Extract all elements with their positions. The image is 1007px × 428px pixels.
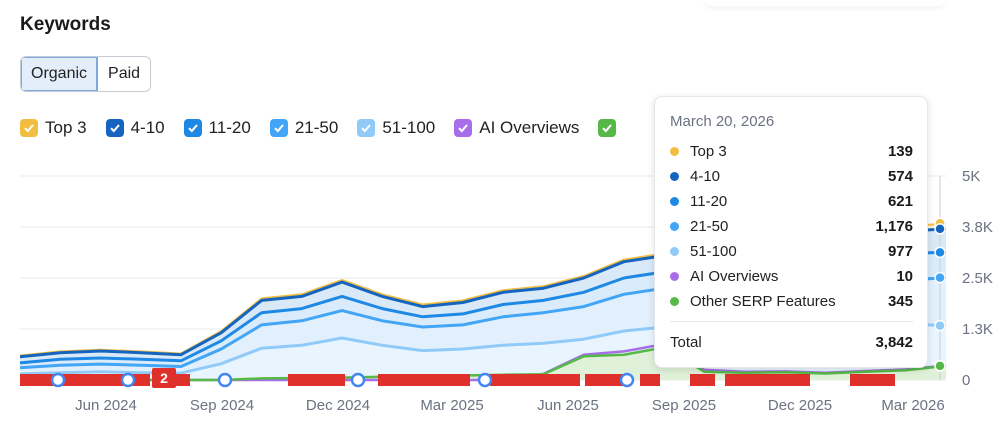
- legend-label: Top 3: [45, 118, 87, 137]
- x-tick-label: Mar 2026: [881, 397, 944, 414]
- checkbox-icon: [357, 119, 376, 137]
- organic-paid-toggle: Organic Paid: [20, 56, 152, 92]
- y-tick-label: 3.8K: [962, 219, 993, 236]
- legend-item-top3[interactable]: Top 3: [20, 118, 87, 138]
- event-marker: [725, 374, 810, 386]
- x-tick-label: Sep 2024: [190, 397, 254, 414]
- event-marker: [378, 374, 470, 386]
- checkbox-icon: [183, 119, 202, 137]
- tooltip-row-other-serp: Other SERP Features 345: [670, 291, 913, 311]
- y-tick-label: 0: [962, 372, 970, 389]
- hover-point: [934, 360, 946, 372]
- event-marker: [175, 374, 190, 386]
- series-dot-icon: [670, 196, 679, 206]
- legend-item-11-20[interactable]: 11-20: [183, 118, 251, 138]
- event-marker: [850, 374, 895, 386]
- tooltip-row-11-20: 11-20 621: [670, 191, 913, 211]
- tooltip-divider: [670, 321, 913, 322]
- series-dot-icon: [670, 221, 679, 231]
- series-dot-icon: [670, 146, 679, 156]
- annotation-flag-label: 2: [160, 370, 168, 386]
- google-update-icon: [350, 372, 366, 388]
- hover-point: [934, 223, 946, 235]
- checkbox-icon: [105, 119, 124, 137]
- chart-tooltip: March 20, 2026 Top 3 139 4-10 574 11-20 621…: [654, 96, 928, 368]
- x-tick-label: Dec 2024: [306, 397, 370, 414]
- google-update-icon: [619, 372, 635, 388]
- legend-label: 51-100: [382, 118, 436, 137]
- event-marker: [490, 374, 580, 386]
- series-dot-icon: [670, 296, 679, 306]
- google-update-icon: [120, 372, 136, 388]
- legend-item-ai-overviews[interactable]: AI Overviews: [454, 118, 579, 138]
- y-tick-label: 1.3K: [962, 321, 993, 338]
- tab-organic[interactable]: Organic: [21, 57, 99, 91]
- event-marker: [288, 374, 345, 386]
- y-tick-label: 5K: [962, 168, 980, 185]
- tooltip-date: March 20, 2026: [670, 113, 775, 130]
- checkbox-icon: [20, 119, 38, 137]
- tooltip-row-4-10: 4-10 574: [670, 166, 913, 186]
- checkbox-icon: [454, 119, 473, 137]
- event-marker: [690, 374, 715, 386]
- x-tick-label: Jun 2024: [75, 397, 137, 414]
- tooltip-total-row: Total 3,842: [670, 333, 913, 351]
- tooltip-row-ai-overviews: AI Overviews 10: [670, 266, 913, 286]
- tooltip-row-top3: Top 3 139: [670, 141, 913, 161]
- chart-legend: Top 3 4-10 11-20 21-50 51-100 AI Overvie…: [20, 116, 642, 140]
- series-dot-icon: [670, 171, 679, 181]
- tab-paid[interactable]: Paid: [108, 65, 141, 82]
- legend-label: AI Overviews: [479, 118, 580, 137]
- google-update-icon: [50, 372, 66, 388]
- x-tick-label: Jun 2025: [537, 397, 599, 414]
- google-update-icon: [477, 372, 493, 388]
- tooltip-row-51-100: 51-100 977: [670, 241, 913, 261]
- hover-point: [934, 319, 946, 332]
- event-marker: [640, 374, 660, 386]
- legend-label: 4-10: [130, 118, 165, 137]
- checkbox-icon: [269, 119, 288, 137]
- event-marker: [585, 374, 625, 386]
- legend-label: 11-20: [208, 118, 251, 137]
- page-title: Keywords: [20, 14, 111, 35]
- x-tick-label: Dec 2025: [768, 397, 832, 414]
- x-tick-label: Mar 2025: [420, 397, 483, 414]
- legend-item-21-50[interactable]: 21-50: [269, 118, 339, 138]
- annotation-flag: [152, 368, 176, 388]
- series-dot-icon: [670, 246, 679, 256]
- y-tick-label: 2.5K: [962, 270, 993, 287]
- legend-item-4-10[interactable]: 4-10: [105, 118, 165, 138]
- legend-item-51-100[interactable]: 51-100: [357, 118, 435, 138]
- series-dot-icon: [670, 271, 679, 281]
- hover-point: [934, 271, 946, 284]
- x-tick-label: Sep 2025: [652, 397, 716, 414]
- dropdown-shadow: [705, 0, 945, 6]
- tooltip-row-21-50: 21-50 1,176: [670, 216, 913, 236]
- google-update-icon: [217, 372, 233, 388]
- legend-item-other-serp[interactable]: [598, 119, 623, 137]
- checkbox-icon: [598, 119, 617, 137]
- legend-label: 21-50: [294, 118, 339, 137]
- hover-point: [934, 246, 946, 259]
